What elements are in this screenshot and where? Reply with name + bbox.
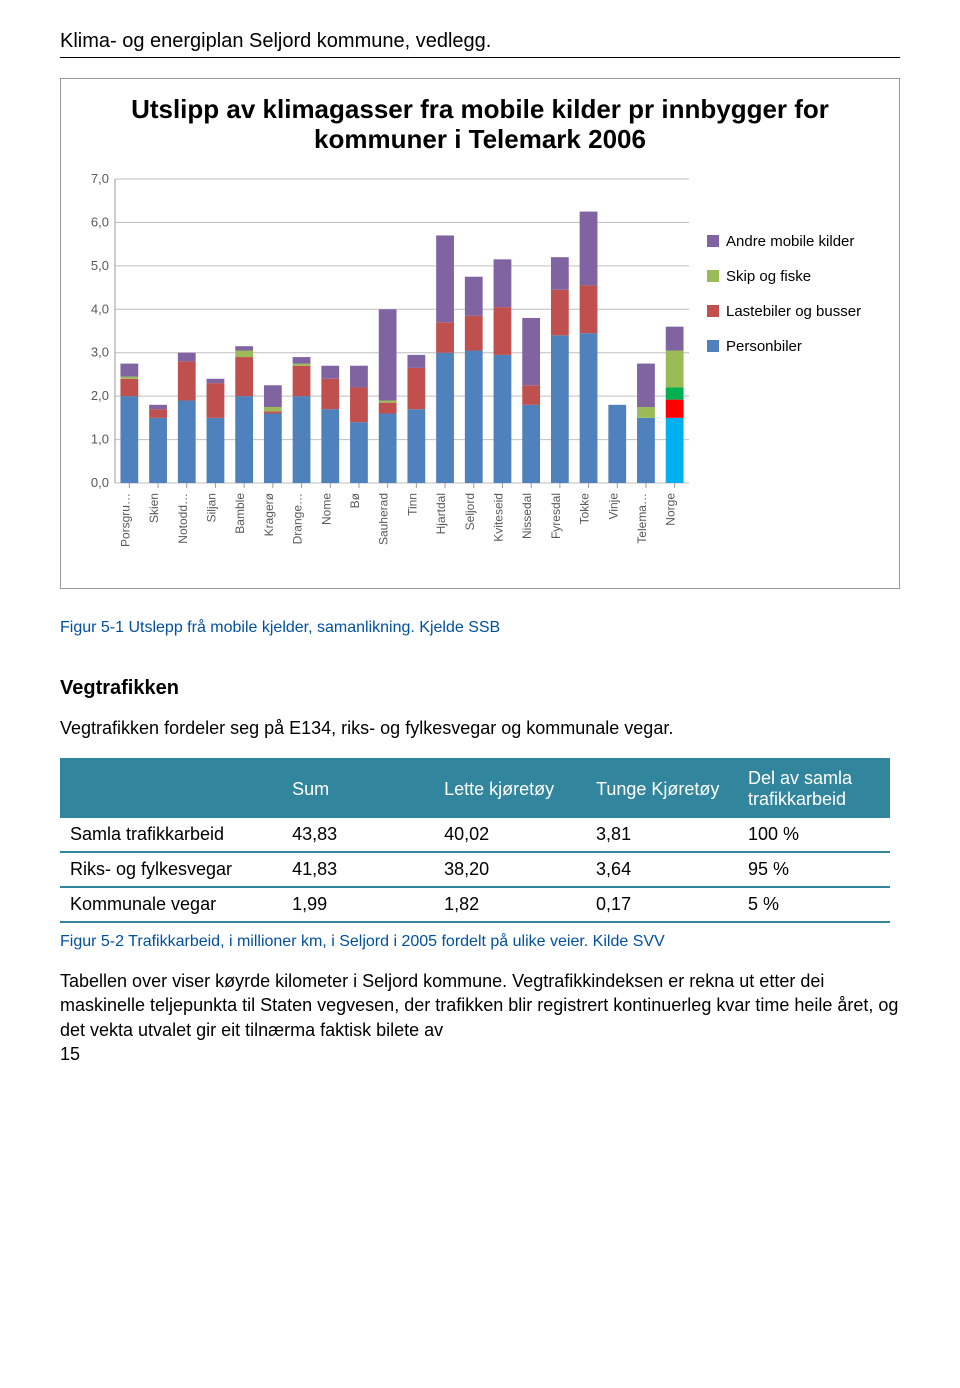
svg-text:Bamble: Bamble [233,492,247,533]
svg-text:5,0: 5,0 [91,258,109,273]
svg-text:4,0: 4,0 [91,301,109,316]
row-value: 41,83 [282,852,434,887]
table-row: Kommunale vegar1,991,820,175 % [60,887,890,922]
svg-text:6,0: 6,0 [91,214,109,229]
row-value: 43,83 [282,818,434,852]
svg-text:Tokke: Tokke [578,492,592,524]
table-header [60,759,282,818]
svg-text:Drange…: Drange… [291,493,305,544]
body-paragraph: Tabellen over viser køyrde kilometer i S… [60,969,900,1042]
chart-container: Utslipp av klimagasser fra mobile kilder… [60,78,900,589]
legend-swatch [707,340,719,352]
page-number: 15 [60,1044,900,1065]
svg-text:Skien: Skien [147,493,161,523]
table-header: Sum [282,759,434,818]
figure-caption-2: Figur 5-2 Trafikkarbeid, i millioner km,… [60,933,900,951]
svg-text:1,0: 1,0 [91,431,109,446]
legend-swatch [707,235,719,247]
svg-text:Nissedal: Nissedal [520,493,534,539]
chart-plot: 0,0 1,0 2,0 3,0 4,0 5,0 6,0 7,0 Porsgru… Skien Not… [75,173,695,578]
svg-text:Notodd…: Notodd… [176,493,190,544]
legend-item: Personbiler [707,338,861,355]
row-value: 1,82 [434,887,586,922]
row-value: 1,99 [282,887,434,922]
traffic-table: SumLette kjøretøyTunge KjøretøyDel av sa… [60,758,890,923]
row-value: 3,64 [586,852,738,887]
table-header: Lette kjøretøy [434,759,586,818]
svg-text:Bø: Bø [348,492,362,508]
svg-text:3,0: 3,0 [91,344,109,359]
svg-text:Siljan: Siljan [204,493,218,522]
row-value: 38,20 [434,852,586,887]
svg-text:Kragerø: Kragerø [262,492,276,536]
svg-text:7,0: 7,0 [91,173,109,186]
legend-item: Lastebiler og busser [707,303,861,320]
table-header: Tunge Kjøretøy [586,759,738,818]
svg-text:Telema…: Telema… [635,493,649,544]
page-header-title: Klima- og energiplan Seljord kommune, ve… [60,30,900,53]
legend-swatch [707,305,719,317]
section-heading: Vegtrafikken [60,677,900,700]
table-row: Samla trafikkarbeid43,8340,023,81100 % [60,818,890,852]
chart-title: Utslipp av klimagasser fra mobile kilder… [75,95,885,155]
row-label: Riks- og fylkesvegar [60,852,282,887]
row-label: Kommunale vegar [60,887,282,922]
legend-label: Lastebiler og busser [726,303,861,320]
svg-text:Norge: Norge [664,492,678,525]
legend-swatch [707,270,719,282]
legend-item: Skip og fiske [707,268,861,285]
row-value: 0,17 [586,887,738,922]
svg-text:Nome: Nome [319,492,333,524]
svg-text:Fyresdal: Fyresdal [549,493,563,539]
svg-text:Vinje: Vinje [606,492,620,519]
legend-label: Andre mobile kilder [726,233,854,250]
table-header: Del av samla trafikkarbeid [738,759,890,818]
row-label: Samla trafikkarbeid [60,818,282,852]
svg-text:Hjartdal: Hjartdal [434,493,448,534]
svg-text:Seljord: Seljord [463,493,477,530]
svg-text:2,0: 2,0 [91,388,109,403]
figure-caption-1: Figur 5-1 Utslepp frå mobile kjelder, sa… [60,619,900,637]
row-value: 5 % [738,887,890,922]
legend-label: Personbiler [726,338,802,355]
section-intro: Vegtrafikken fordeler seg på E134, riks-… [60,716,900,740]
header-rule [60,57,900,58]
row-value: 100 % [738,818,890,852]
table-row: Riks- og fylkesvegar41,8338,203,6495 % [60,852,890,887]
svg-text:Sauherad: Sauherad [377,493,391,545]
svg-text:Porsgru…: Porsgru… [118,493,132,547]
row-value: 40,02 [434,818,586,852]
svg-text:Kviteseid: Kviteseid [491,493,505,542]
legend-label: Skip og fiske [726,268,811,285]
legend-item: Andre mobile kilder [707,233,861,250]
chart-legend: Andre mobile kilder Skip og fiske Lastebil… [707,233,861,373]
row-value: 95 % [738,852,890,887]
svg-text:0,0: 0,0 [91,475,109,490]
row-value: 3,81 [586,818,738,852]
svg-text:Tinn: Tinn [405,493,419,516]
